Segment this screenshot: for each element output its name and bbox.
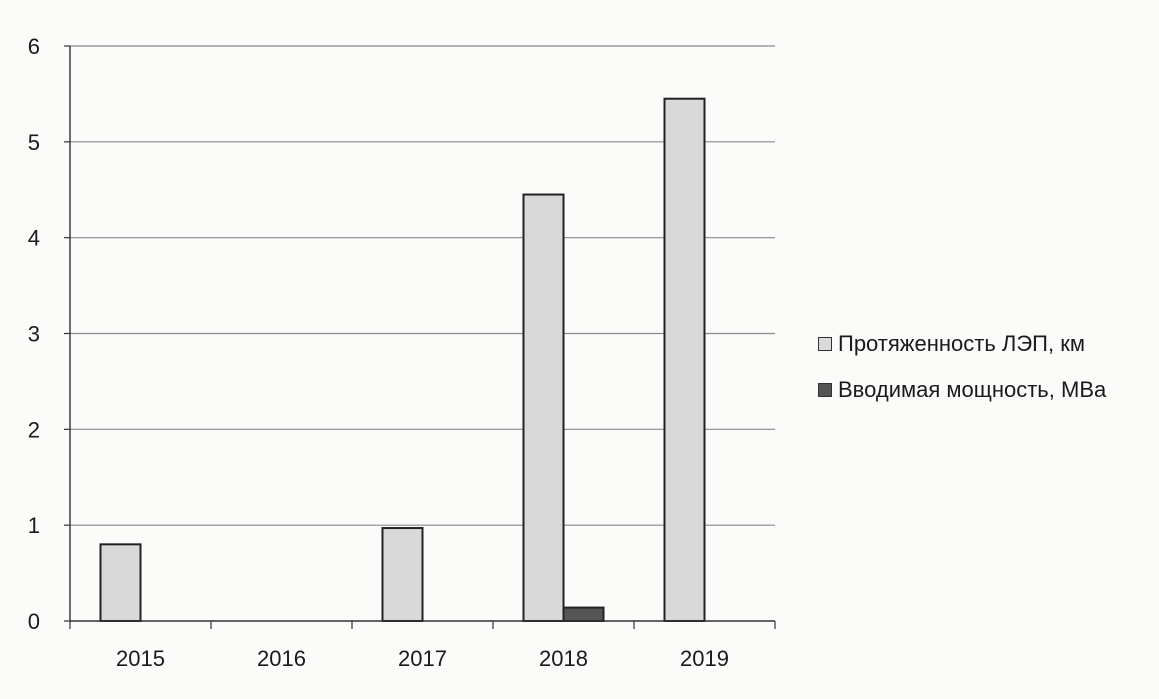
gridlines bbox=[70, 45, 775, 526]
x-tick-label: 2016 bbox=[257, 646, 306, 671]
x-tick-label: 2018 bbox=[539, 646, 588, 671]
legend-swatch-length bbox=[818, 337, 832, 351]
bar-length bbox=[381, 527, 424, 623]
x-tick-label: 2017 bbox=[398, 646, 447, 671]
bars bbox=[99, 97, 706, 623]
bar-length bbox=[99, 543, 142, 622]
legend-label-length: Протяженность ЛЭП, км bbox=[838, 331, 1085, 356]
legend: Протяженность ЛЭП, км Вводимая мощность,… bbox=[818, 330, 1106, 422]
axes bbox=[64, 45, 776, 629]
y-tick-label: 5 bbox=[28, 130, 40, 155]
y-tick-label: 1 bbox=[28, 513, 40, 538]
y-tick-label: 2 bbox=[28, 417, 40, 442]
x-tick-label: 2015 bbox=[116, 646, 165, 671]
y-tick-label: 4 bbox=[28, 226, 40, 251]
bar-power bbox=[562, 606, 605, 622]
x-tick-label: 2019 bbox=[680, 646, 729, 671]
y-tick-label: 0 bbox=[28, 609, 40, 634]
legend-swatch-power bbox=[818, 383, 832, 397]
bar-length bbox=[663, 97, 706, 623]
y-tick-label: 3 bbox=[28, 322, 40, 347]
legend-item-power: Вводимая мощность, МВа bbox=[818, 376, 1106, 404]
legend-label-power: Вводимая мощность, МВа bbox=[838, 377, 1107, 402]
legend-item-length: Протяженность ЛЭП, км bbox=[818, 330, 1106, 358]
bar-length bbox=[522, 193, 565, 623]
y-tick-label: 6 bbox=[28, 34, 40, 59]
tick-labels: 0 1 2 3 4 5 6 2015 2016 2017 2018 2019 bbox=[28, 34, 729, 671]
